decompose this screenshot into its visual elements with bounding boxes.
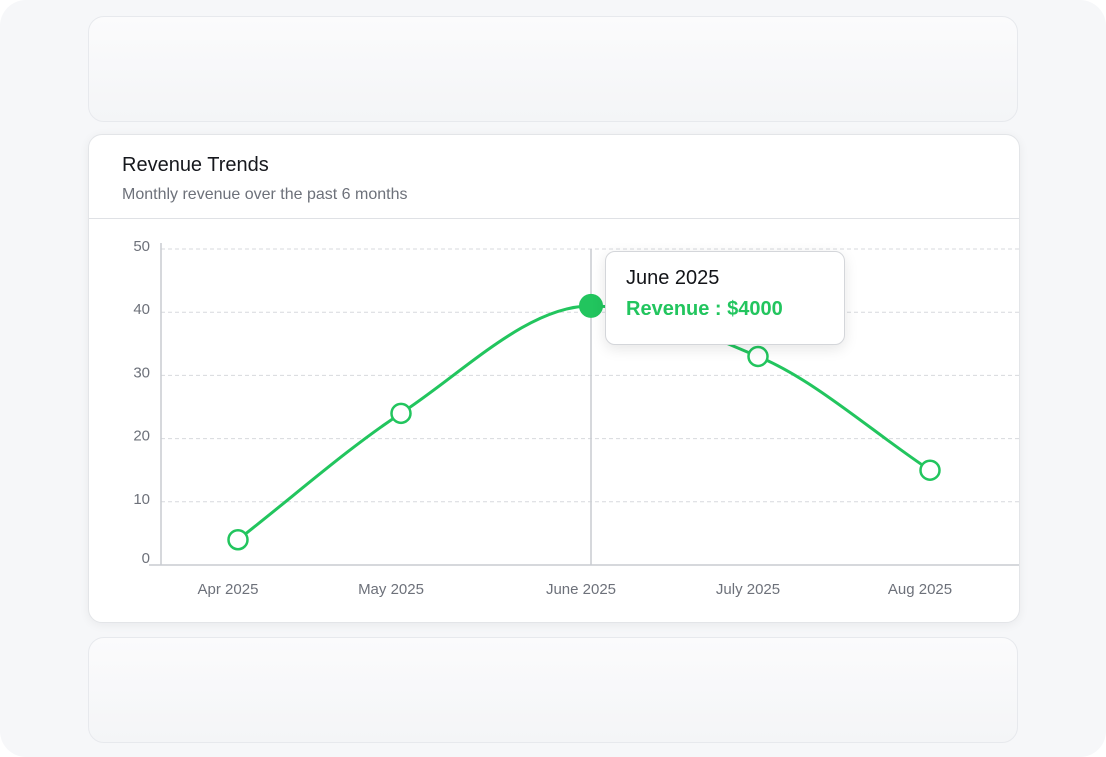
- placeholder-card-top: [88, 16, 1018, 122]
- tooltip-label: June 2025: [626, 267, 720, 289]
- data-point[interactable]: [919, 459, 941, 481]
- y-tick-label: 10: [133, 491, 150, 508]
- x-tick-label: June 2025: [546, 581, 616, 598]
- y-tick-label: 0: [142, 550, 150, 567]
- data-point[interactable]: [747, 345, 769, 368]
- x-tick-label: July 2025: [716, 581, 780, 598]
- y-tick-label: 50: [133, 238, 150, 255]
- tooltip-separator: :: [709, 298, 728, 320]
- chart-tooltip: June 2025 Revenue : $4000: [605, 251, 845, 345]
- y-tick-label: 20: [133, 428, 150, 445]
- tooltip-amount: $4000: [727, 298, 783, 320]
- tooltip-series-label: Revenue: [626, 298, 710, 320]
- card-header: Revenue Trends Monthly revenue over the …: [89, 135, 1019, 219]
- y-tick-label: 30: [133, 364, 150, 381]
- revenue-chart-card: Revenue Trends Monthly revenue over the …: [88, 134, 1020, 623]
- placeholder-card-bottom: [88, 637, 1018, 743]
- y-tick-label: 40: [133, 301, 150, 318]
- active-data-point[interactable]: [579, 293, 603, 318]
- x-tick-label: Aug 2025: [888, 581, 952, 598]
- tooltip-value: Revenue : $4000: [626, 298, 783, 321]
- x-tick-label: Apr 2025: [198, 581, 259, 598]
- card-subtitle: Monthly revenue over the past 6 months: [122, 186, 408, 203]
- card-title: Revenue Trends: [122, 154, 269, 176]
- data-point[interactable]: [227, 528, 249, 551]
- x-tick-label: May 2025: [358, 581, 424, 598]
- revenue-line-chart[interactable]: 0 10 20 30 40 50 Apr 2025 May 2025 June 2025 July…: [89, 135, 1019, 622]
- data-point[interactable]: [390, 402, 412, 425]
